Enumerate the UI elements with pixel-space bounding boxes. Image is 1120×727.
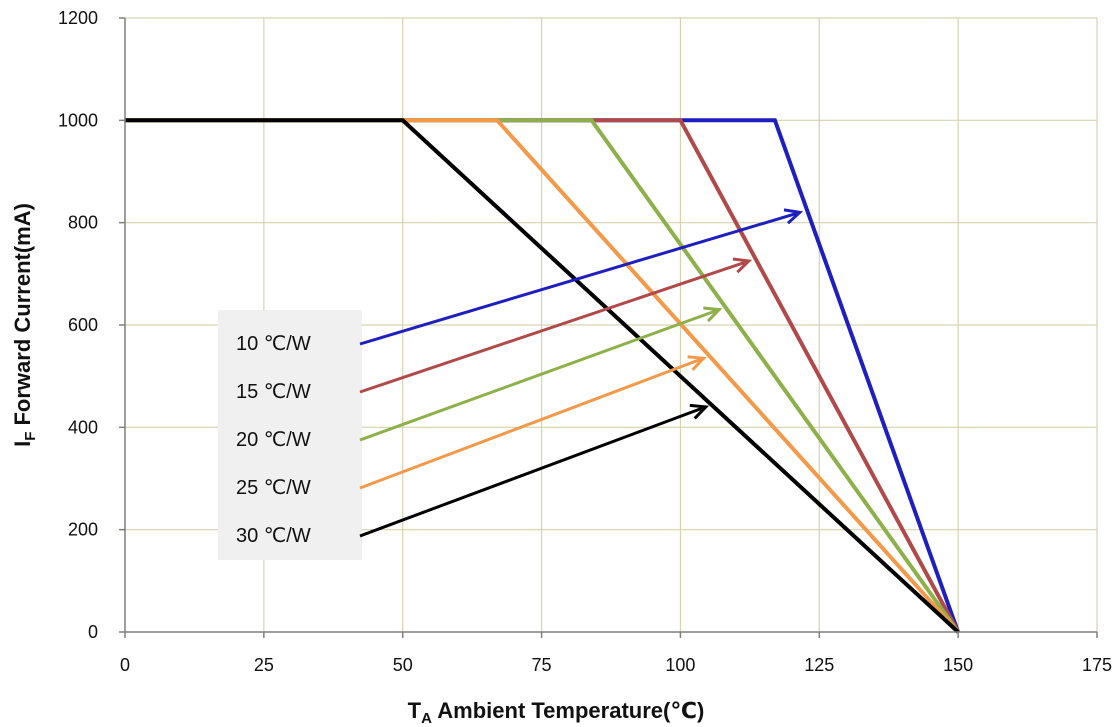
x-axis-title-subscript: A xyxy=(421,710,432,727)
tick-labels: 0 25 50 75 100 125 150 175 0 200 400 600 800 1000 1200 xyxy=(58,8,1112,675)
legend-arrowhead xyxy=(689,403,710,420)
x-tick-label: 25 xyxy=(254,655,274,675)
legend-arrow xyxy=(359,356,705,490)
y-tick-label: 800 xyxy=(68,213,98,233)
y-tick-label: 400 xyxy=(68,417,98,437)
y-tick-label: 1000 xyxy=(58,110,98,130)
legend-label: 15 ℃/W xyxy=(236,381,311,403)
axes xyxy=(119,17,1098,638)
y-tick-label: 600 xyxy=(68,315,98,335)
legend-box xyxy=(218,310,362,560)
legend-arrow xyxy=(359,308,720,442)
y-tick-label: 0 xyxy=(88,622,98,642)
legend-arrowhead xyxy=(703,306,723,323)
legend-label: 10 ℃/W xyxy=(236,333,311,355)
y-tick-label: 200 xyxy=(68,520,98,540)
x-tick-label: 50 xyxy=(393,655,413,675)
legend-arrow xyxy=(359,259,750,394)
x-tick-label: 0 xyxy=(120,655,130,675)
legend-arrowhead xyxy=(783,208,804,225)
legend-arrowhead xyxy=(687,355,707,371)
legend-arrow xyxy=(359,405,707,538)
legend-label: 25 ℃/W xyxy=(236,477,311,499)
series-lines xyxy=(125,118,960,634)
x-axis-title-text: Ambient Temperature(℃) xyxy=(432,698,704,723)
x-tick-label: 75 xyxy=(532,655,552,675)
y-axis-title-text: Forward Current(mA) xyxy=(10,203,35,432)
x-axis-title-symbol: T xyxy=(408,698,422,723)
series-line xyxy=(125,118,960,634)
x-axis-title: TA Ambient Temperature(℃) xyxy=(408,698,705,727)
x-tick-label: 150 xyxy=(943,655,973,675)
x-tick-label: 175 xyxy=(1082,655,1112,675)
legend-arrow xyxy=(359,210,801,346)
legend-label: 20 ℃/W xyxy=(236,429,311,451)
y-axis-title-symbol: I xyxy=(10,441,35,447)
legend-label: 30 ℃/W xyxy=(236,525,311,547)
x-tick-label: 100 xyxy=(665,655,695,675)
x-tick-label: 125 xyxy=(804,655,834,675)
y-axis-title: IF Forward Current(mA) xyxy=(10,203,39,447)
legend-arrowhead xyxy=(732,257,753,274)
y-axis-title-subscript: F xyxy=(22,432,39,441)
legend: 10 ℃/W 15 ℃/W 20 ℃/W 25 ℃/W 30 ℃/W xyxy=(218,208,804,560)
y-tick-label: 1200 xyxy=(58,8,98,28)
